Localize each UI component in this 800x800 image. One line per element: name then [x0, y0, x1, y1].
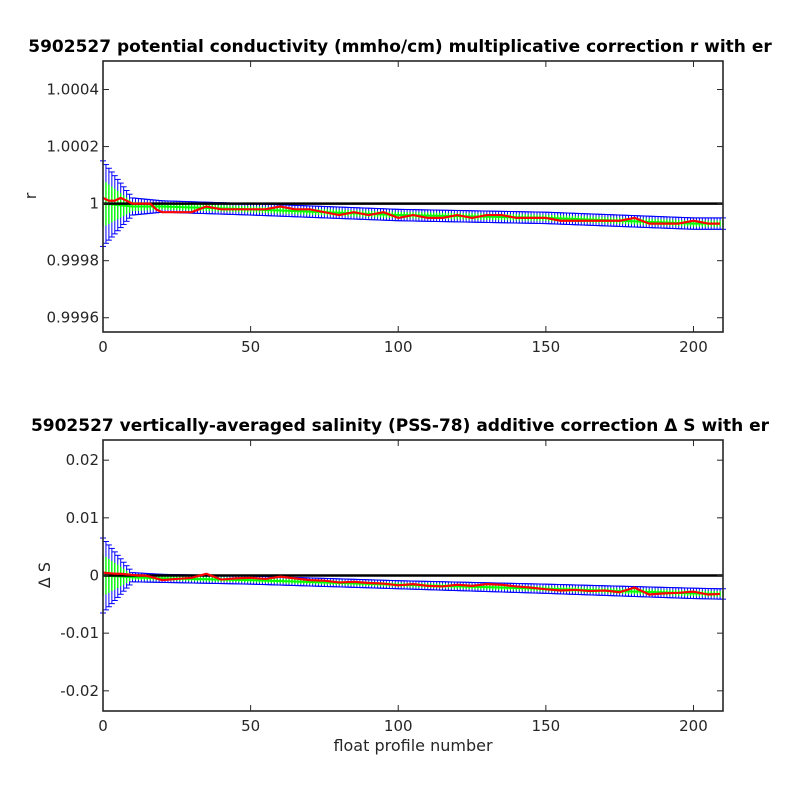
y-tick-label: -0.01 [60, 624, 99, 642]
y-tick-label: -0.02 [60, 682, 99, 700]
plot-area-2: 0 50 100 150 200 -0.02 -0.01 0 0.01 0.02 [60, 439, 726, 735]
panel-conductivity: 5902527 potential conductivity (mmho/cm)… [21, 37, 772, 356]
x-tick-label: 50 [241, 338, 260, 356]
y-tick-label: 0.02 [66, 451, 99, 469]
x-tick-label: 100 [384, 338, 413, 356]
x-tick-label: 200 [679, 717, 708, 735]
y-axis-label-2: Δ S [35, 562, 54, 588]
x-axis-label: float profile number [333, 736, 493, 755]
y-tick-label: 0.9996 [47, 309, 100, 327]
panel-salinity: 5902527 vertically-averaged salinity (PS… [31, 416, 770, 755]
x-tick-label: 0 [98, 717, 108, 735]
y-tick-label: 1 [89, 195, 99, 213]
axes-box [102, 60, 724, 333]
chart-title-2: 5902527 vertically-averaged salinity (PS… [31, 416, 770, 436]
x-tick-label: 200 [679, 338, 708, 356]
x-tick-label: 150 [532, 338, 561, 356]
x-tick-label: 100 [384, 717, 413, 735]
y-tick-label: 0 [89, 567, 99, 585]
y-tick-label: 0.9998 [47, 252, 100, 270]
data-series-line [102, 571, 721, 596]
x-tick-label: 50 [241, 717, 260, 735]
y-tick-label: 1.0004 [47, 81, 100, 99]
y-axis-label-1: r [21, 192, 40, 199]
x-tick-label: 150 [532, 717, 561, 735]
y-tick-label: 0.01 [66, 509, 99, 527]
chart-title-1: 5902527 potential conductivity (mmho/cm)… [28, 37, 772, 57]
y-tick-label: 1.0002 [47, 138, 100, 156]
data-series-line [102, 196, 721, 225]
x-tick-label: 0 [98, 338, 108, 356]
plot-area-1: 0 50 100 150 200 0.9996 0.9998 1 1.0002 1.0004 [47, 60, 726, 356]
